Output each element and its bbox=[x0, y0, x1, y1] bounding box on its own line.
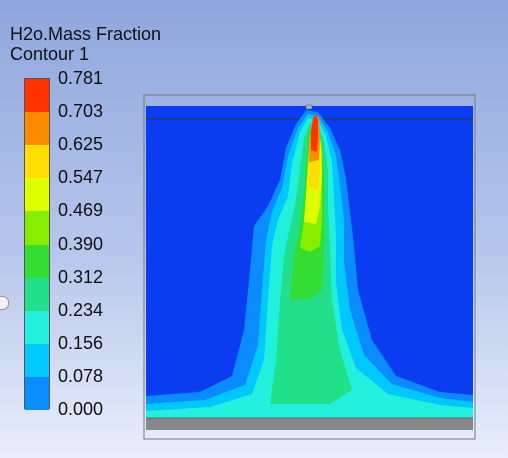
legend-tick-label: 0.781 bbox=[58, 68, 104, 88]
legend-tick-label: 0.078 bbox=[58, 365, 104, 386]
color-legend-segment bbox=[25, 277, 49, 312]
color-legend-segment bbox=[25, 343, 49, 378]
floor-plate bbox=[146, 418, 473, 430]
legend-title: H2o.Mass Fraction Contour 1 bbox=[10, 24, 161, 64]
panel-resize-handle[interactable] bbox=[0, 296, 9, 310]
legend-tick-label: 0.390 bbox=[58, 233, 104, 254]
color-legend-segment bbox=[25, 145, 49, 179]
color-legend-bar bbox=[24, 78, 50, 411]
legend-tick-label: 0.312 bbox=[58, 266, 104, 287]
color-legend-segment bbox=[25, 310, 49, 345]
color-legend-segment bbox=[25, 211, 49, 245]
legend-title-line1: H2o.Mass Fraction bbox=[10, 24, 162, 44]
color-legend-segment bbox=[25, 79, 49, 113]
color-legend-segment bbox=[25, 244, 49, 279]
color-legend-segment bbox=[25, 112, 49, 146]
inlet-nozzle bbox=[305, 104, 313, 110]
color-legend-segment bbox=[25, 178, 49, 212]
legend-tick-label: 0.000 bbox=[58, 399, 104, 419]
legend-tick-label: 0.469 bbox=[58, 200, 104, 221]
domain-outline bbox=[143, 94, 476, 440]
legend-tick-label: 0.156 bbox=[58, 332, 104, 353]
legend-tick-label: 0.625 bbox=[58, 134, 104, 155]
legend-tick-label: 0.547 bbox=[58, 167, 104, 188]
legend-title-line2: Contour 1 bbox=[10, 44, 90, 64]
color-legend-segment bbox=[25, 376, 49, 411]
contour-band-0.781 bbox=[311, 114, 318, 152]
legend-tick-label: 0.234 bbox=[58, 299, 104, 320]
legend-tick-label: 0.703 bbox=[58, 101, 104, 122]
